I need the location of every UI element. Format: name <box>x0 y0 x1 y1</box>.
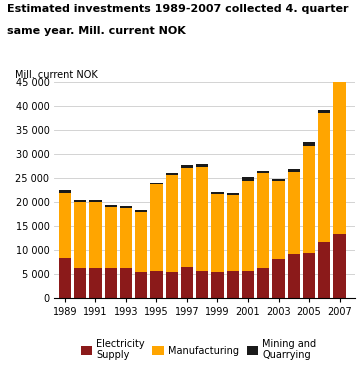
Bar <box>105 207 117 268</box>
Bar <box>257 171 269 173</box>
Bar <box>333 38 346 234</box>
Bar <box>288 169 300 172</box>
Bar <box>288 254 300 298</box>
Bar <box>120 208 132 268</box>
Bar <box>89 200 102 202</box>
Bar <box>150 271 163 298</box>
Text: Estimated investments 1989-2007 collected 4. quarter: Estimated investments 1989-2007 collecte… <box>7 4 349 14</box>
Bar <box>318 113 331 243</box>
Text: same year. Mill. current NOK: same year. Mill. current NOK <box>7 26 186 36</box>
Bar <box>120 268 132 298</box>
Bar <box>181 267 193 298</box>
Text: Mill. current NOK: Mill. current NOK <box>15 70 98 80</box>
Bar <box>105 268 117 298</box>
Bar <box>74 200 86 202</box>
Bar <box>227 271 239 298</box>
Bar <box>105 205 117 207</box>
Bar <box>227 195 239 271</box>
Bar <box>333 34 346 38</box>
Bar <box>196 271 209 298</box>
Bar <box>166 175 178 272</box>
Bar <box>303 142 315 145</box>
Bar <box>318 243 331 298</box>
Bar <box>135 272 147 298</box>
Bar <box>196 164 209 167</box>
Bar <box>59 258 71 298</box>
Bar <box>74 202 86 268</box>
Bar <box>89 202 102 268</box>
Bar <box>150 183 163 185</box>
Legend: Electricity
Supply, Manufacturing, Mining and
Quarrying: Electricity Supply, Manufacturing, Minin… <box>77 335 320 364</box>
Bar <box>74 268 86 298</box>
Bar <box>181 168 193 267</box>
Bar <box>227 193 239 195</box>
Bar <box>242 271 254 298</box>
Bar <box>272 259 285 298</box>
Bar <box>166 173 178 175</box>
Bar <box>211 193 224 272</box>
Bar <box>166 272 178 298</box>
Bar <box>59 193 71 258</box>
Bar <box>257 173 269 268</box>
Bar <box>272 181 285 259</box>
Bar <box>211 272 224 298</box>
Bar <box>89 268 102 298</box>
Bar <box>257 268 269 298</box>
Bar <box>242 177 254 181</box>
Bar <box>135 212 147 272</box>
Bar <box>303 253 315 298</box>
Bar <box>288 172 300 254</box>
Bar <box>181 165 193 168</box>
Bar <box>242 181 254 271</box>
Bar <box>303 145 315 253</box>
Bar <box>135 210 147 212</box>
Bar <box>333 234 346 298</box>
Bar <box>318 110 331 113</box>
Bar <box>272 179 285 181</box>
Bar <box>150 185 163 271</box>
Bar <box>59 190 71 193</box>
Bar <box>196 167 209 271</box>
Bar <box>120 206 132 208</box>
Bar <box>211 192 224 193</box>
